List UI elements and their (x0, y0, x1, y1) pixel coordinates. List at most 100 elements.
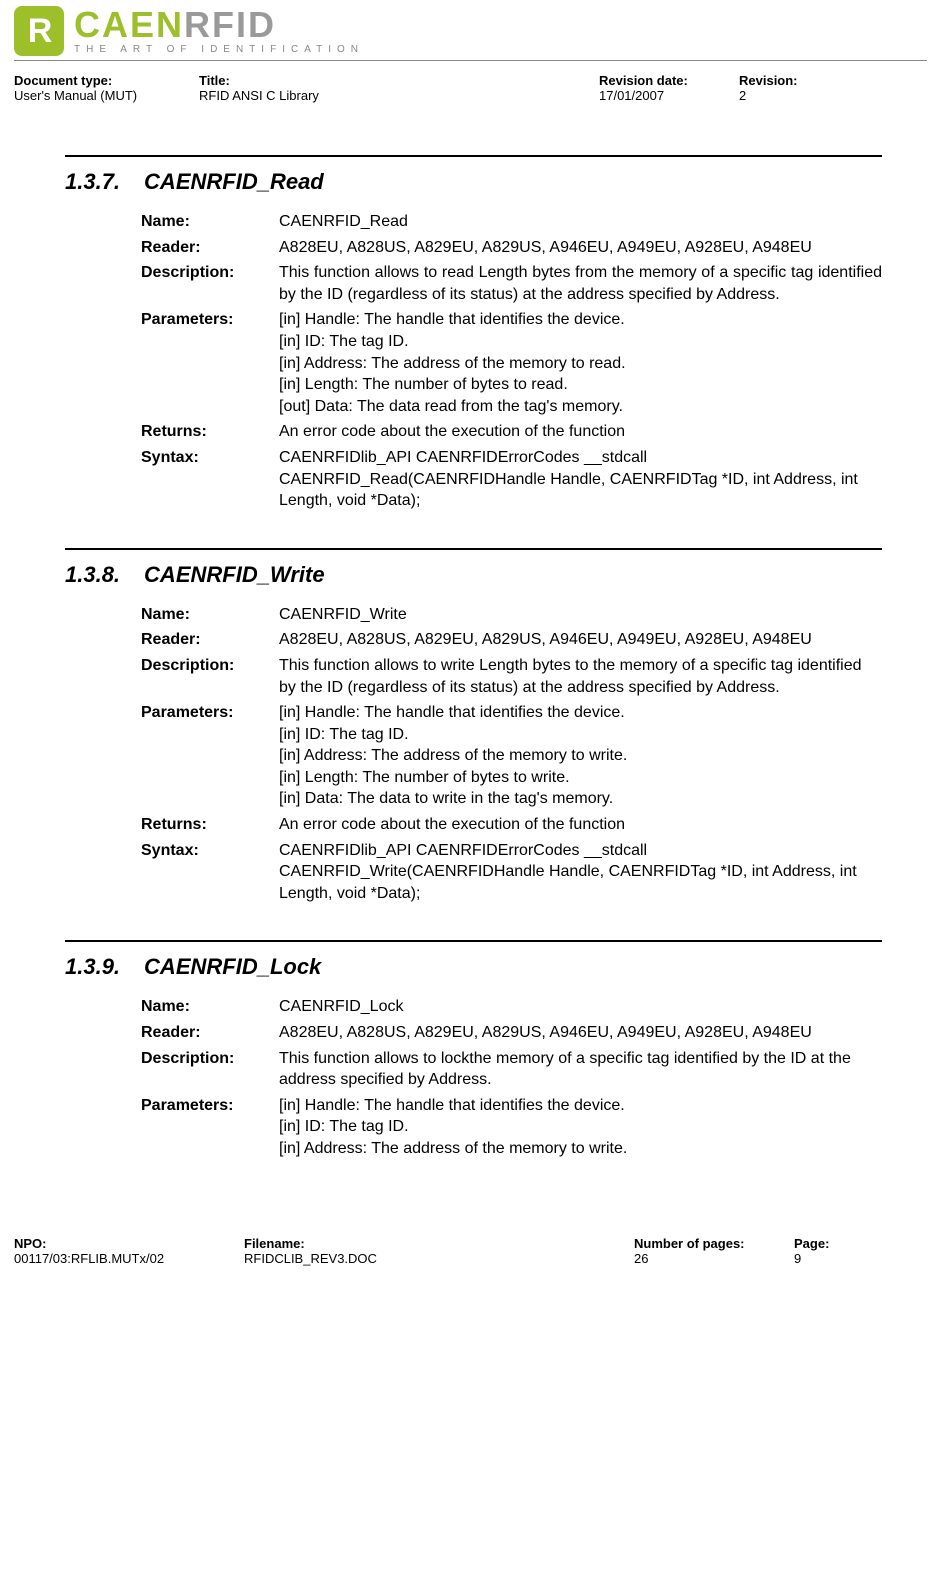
def-row-parameters: Parameters:[in] Handle: The handle that … (141, 1095, 882, 1160)
def-row-returns: Returns:An error code about the executio… (141, 814, 882, 836)
meta-value: 17/01/2007 (599, 88, 739, 103)
foot-value: 26 (634, 1251, 794, 1266)
param-line: [in] ID: The tag ID. (279, 331, 882, 353)
def-label: Returns: (141, 421, 279, 443)
param-line: [in] Handle: The handle that identifies … (279, 1095, 882, 1117)
def-label: Name: (141, 211, 279, 233)
meta-value: User's Manual (MUT) (14, 88, 199, 103)
page-footer: NPO: 00117/03:RFLIB.MUTx/02 Filename: RF… (0, 1216, 947, 1282)
param-line: [in] Address: The address of the memory … (279, 745, 882, 767)
def-value: This function allows to write Length byt… (279, 655, 882, 698)
section-number: 1.3.9. (65, 954, 120, 980)
meta-title: Title: RFID ANSI C Library (199, 73, 599, 103)
logo-brand-b: RFID (184, 4, 276, 45)
meta-value: 2 (739, 88, 859, 103)
def-value: CAENRFID_Read (279, 211, 882, 233)
section-heading: 1.3.9. CAENRFID_Lock (65, 954, 882, 980)
logo-row: R CAENRFID THE ART OF IDENTIFICATION (14, 6, 927, 61)
section: 1.3.9.CAENRFID_LockName:CAENRFID_LockRea… (65, 940, 882, 1159)
def-label: Parameters: (141, 702, 279, 810)
foot-value: 9 (794, 1251, 874, 1266)
def-block: Name:CAENRFID_LockReader:A828EU, A828US,… (141, 996, 882, 1159)
section-title: CAENRFID_Lock (144, 954, 321, 980)
section-heading: 1.3.7. CAENRFID_Read (65, 169, 882, 195)
logo-glyph: R (14, 6, 64, 56)
meta-label: Revision date: (599, 73, 739, 88)
param-line: [in] Data: The data to write in the tag'… (279, 788, 882, 810)
foot-pages: Number of pages: 26 (634, 1236, 794, 1266)
def-value: CAENRFID_Write (279, 604, 882, 626)
content: 1.3.7.CAENRFID_ReadName:CAENRFID_ReadRea… (0, 115, 947, 1216)
def-label: Syntax: (141, 447, 279, 512)
foot-label: Filename: (244, 1236, 634, 1251)
param-line: [in] Address: The address of the memory … (279, 353, 882, 375)
header-meta: Document type: User's Manual (MUT) Title… (14, 73, 927, 111)
foot-value: 00117/03:RFLIB.MUTx/02 (14, 1251, 244, 1266)
def-row-reader: Reader:A828EU, A828US, A829EU, A829US, A… (141, 237, 882, 259)
foot-label: NPO: (14, 1236, 244, 1251)
foot-npo: NPO: 00117/03:RFLIB.MUTx/02 (14, 1236, 244, 1266)
meta-label: Title: (199, 73, 599, 88)
def-label: Description: (141, 655, 279, 698)
def-row-name: Name:CAENRFID_Lock (141, 996, 882, 1018)
section-number: 1.3.7. (65, 169, 120, 195)
def-value: A828EU, A828US, A829EU, A829US, A946EU, … (279, 237, 882, 259)
foot-page: Page: 9 (794, 1236, 874, 1266)
def-block: Name:CAENRFID_ReadReader:A828EU, A828US,… (141, 211, 882, 512)
section-rule (65, 940, 882, 942)
param-line: [in] ID: The tag ID. (279, 724, 882, 746)
def-label: Parameters: (141, 309, 279, 417)
section-title: CAENRFID_Read (144, 169, 324, 195)
sections-host: 1.3.7.CAENRFID_ReadName:CAENRFID_ReadRea… (65, 155, 882, 1160)
foot-label: Page: (794, 1236, 874, 1251)
def-row-syntax: Syntax:CAENRFIDlib_API CAENRFIDErrorCode… (141, 840, 882, 905)
meta-label: Document type: (14, 73, 199, 88)
def-row-description: Description:This function allows to lock… (141, 1048, 882, 1091)
foot-value: RFIDCLIB_REV3.DOC (244, 1251, 634, 1266)
def-label: Description: (141, 262, 279, 305)
def-value: A828EU, A828US, A829EU, A829US, A946EU, … (279, 1022, 882, 1044)
def-value: [in] Handle: The handle that identifies … (279, 309, 882, 417)
meta-rev-date: Revision date: 17/01/2007 (599, 73, 739, 103)
section-heading: 1.3.8.CAENRFID_Write (65, 562, 882, 588)
def-value: This function allows to lockthe memory o… (279, 1048, 882, 1091)
def-value: [in] Handle: The handle that identifies … (279, 702, 882, 810)
section-number: 1.3.8. (65, 562, 120, 588)
page-header: R CAENRFID THE ART OF IDENTIFICATION Doc… (0, 0, 947, 115)
def-value: CAENRFIDlib_API CAENRFIDErrorCodes __std… (279, 840, 882, 905)
section: 1.3.7.CAENRFID_ReadName:CAENRFID_ReadRea… (65, 155, 882, 512)
foot-filename: Filename: RFIDCLIB_REV3.DOC (244, 1236, 634, 1266)
def-value: CAENRFID_Lock (279, 996, 882, 1018)
def-row-reader: Reader:A828EU, A828US, A829EU, A829US, A… (141, 1022, 882, 1044)
def-label: Reader: (141, 237, 279, 259)
def-block: Name:CAENRFID_WriteReader:A828EU, A828US… (141, 604, 882, 905)
logo-text: CAENRFID (74, 7, 364, 43)
logo-brand-a: CAEN (74, 4, 184, 45)
def-value: A828EU, A828US, A829EU, A829US, A946EU, … (279, 629, 882, 651)
def-row-description: Description:This function allows to writ… (141, 655, 882, 698)
param-line: [in] Length: The number of bytes to writ… (279, 767, 882, 789)
meta-revision: Revision: 2 (739, 73, 859, 103)
def-row-syntax: Syntax:CAENRFIDlib_API CAENRFIDErrorCode… (141, 447, 882, 512)
def-label: Reader: (141, 1022, 279, 1044)
def-label: Name: (141, 996, 279, 1018)
def-row-name: Name:CAENRFID_Write (141, 604, 882, 626)
def-value: [in] Handle: The handle that identifies … (279, 1095, 882, 1160)
meta-label: Revision: (739, 73, 859, 88)
section-rule (65, 155, 882, 157)
param-line: [in] Address: The address of the memory … (279, 1138, 882, 1160)
param-line: [in] Handle: The handle that identifies … (279, 309, 882, 331)
def-value: An error code about the execution of the… (279, 421, 882, 443)
def-value: CAENRFIDlib_API CAENRFIDErrorCodes __std… (279, 447, 882, 512)
param-line: [in] ID: The tag ID. (279, 1116, 882, 1138)
logo-tagline: THE ART OF IDENTIFICATION (74, 45, 364, 55)
param-line: [out] Data: The data read from the tag's… (279, 396, 882, 418)
def-label: Parameters: (141, 1095, 279, 1160)
def-row-parameters: Parameters:[in] Handle: The handle that … (141, 309, 882, 417)
footer-meta: NPO: 00117/03:RFLIB.MUTx/02 Filename: RF… (14, 1216, 899, 1266)
def-row-description: Description:This function allows to read… (141, 262, 882, 305)
section: 1.3.8.CAENRFID_WriteName:CAENRFID_WriteR… (65, 548, 882, 905)
def-row-name: Name:CAENRFID_Read (141, 211, 882, 233)
param-line: [in] Handle: The handle that identifies … (279, 702, 882, 724)
def-label: Description: (141, 1048, 279, 1091)
